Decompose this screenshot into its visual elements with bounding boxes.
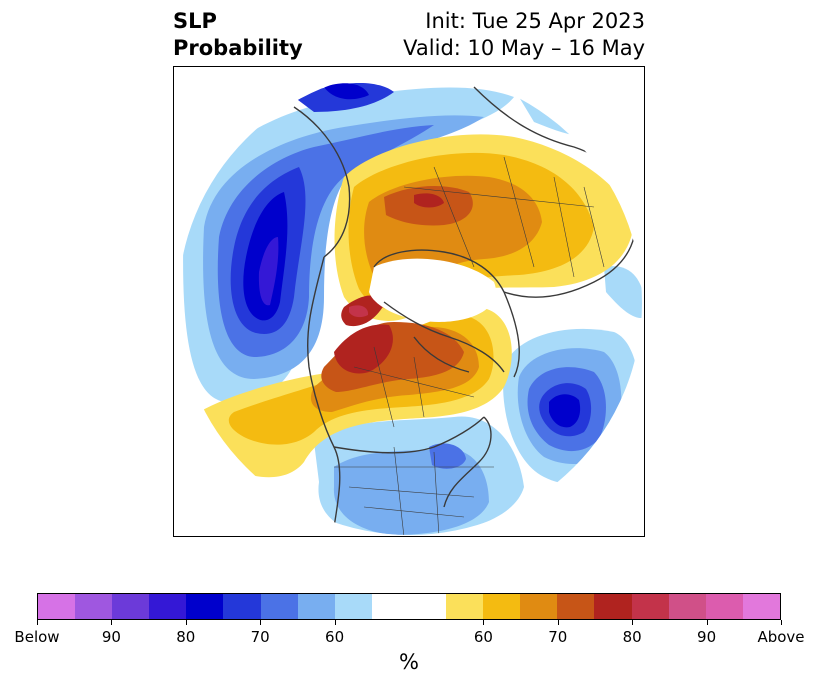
colorbar-tick-label: 90 <box>101 628 121 646</box>
colorbar-swatch <box>742 594 780 619</box>
colorbar-tick-label: Above <box>757 628 805 646</box>
probability-map <box>173 66 645 537</box>
above-normal-region-canada <box>195 295 512 478</box>
colorbar-tick-mark <box>260 620 262 625</box>
colorbar-tick-label: 60 <box>473 628 493 646</box>
colorbar-swatch <box>557 594 595 619</box>
colorbar-tick-mark <box>781 620 782 625</box>
probability-colorbar <box>37 593 781 620</box>
colorbar-tick-label: 80 <box>176 628 196 646</box>
colorbar-swatch <box>297 594 335 619</box>
political-borders <box>334 156 605 535</box>
coastlines <box>293 86 640 528</box>
title-product: Probability <box>173 36 303 60</box>
colorbar-swatch <box>149 594 187 619</box>
colorbar-swatch <box>186 594 224 619</box>
colorbar-tick-label: Below <box>14 628 60 646</box>
colorbar-swatch <box>371 594 409 619</box>
colorbar-swatch <box>408 594 447 619</box>
init-date: Init: Tue 25 Apr 2023 <box>425 9 645 33</box>
chart-title-right: Init: Tue 25 Apr 2023 Valid: 10 May – 16… <box>403 8 645 62</box>
colorbar-tick-mark <box>334 620 336 625</box>
pole-neutral-area <box>369 258 496 322</box>
below-normal-region-west <box>183 82 515 403</box>
colorbar-swatch <box>334 594 372 619</box>
colorbar-tick-mark <box>37 620 38 625</box>
chart-title-left: SLP Probability <box>173 8 303 62</box>
colorbar-swatch <box>668 594 706 619</box>
colorbar-tick-label: 70 <box>548 628 568 646</box>
below-normal-region-america <box>314 416 524 535</box>
colorbar-swatch <box>112 594 150 619</box>
colorbar-swatch <box>75 594 113 619</box>
colorbar-units: % <box>399 650 419 674</box>
colorbar-tick-label: 90 <box>697 628 717 646</box>
colorbar-tick-mark <box>111 620 113 625</box>
polar-stereographic-map <box>178 71 642 535</box>
colorbar-swatch <box>705 594 743 619</box>
valid-range: Valid: 10 May – 16 May <box>403 36 645 60</box>
colorbar-tick-mark <box>706 620 708 625</box>
colorbar-tick-label: 80 <box>622 628 642 646</box>
colorbar-tick-mark <box>483 620 485 625</box>
colorbar-tick-mark <box>632 620 634 625</box>
colorbar-tick-mark <box>557 620 559 625</box>
colorbar-swatch <box>223 594 261 619</box>
colorbar-swatch <box>594 594 632 619</box>
colorbar-swatch <box>520 594 558 619</box>
colorbar-tick-label: 60 <box>325 628 345 646</box>
colorbar-tick-mark <box>185 620 187 625</box>
colorbar-swatch <box>631 594 669 619</box>
title-variable: SLP <box>173 9 217 33</box>
colorbar-swatch <box>260 594 298 619</box>
colorbar-swatch <box>446 594 484 619</box>
colorbar-tick-label: 70 <box>250 628 270 646</box>
colorbar-swatch <box>38 594 76 619</box>
colorbar-swatch <box>483 594 521 619</box>
